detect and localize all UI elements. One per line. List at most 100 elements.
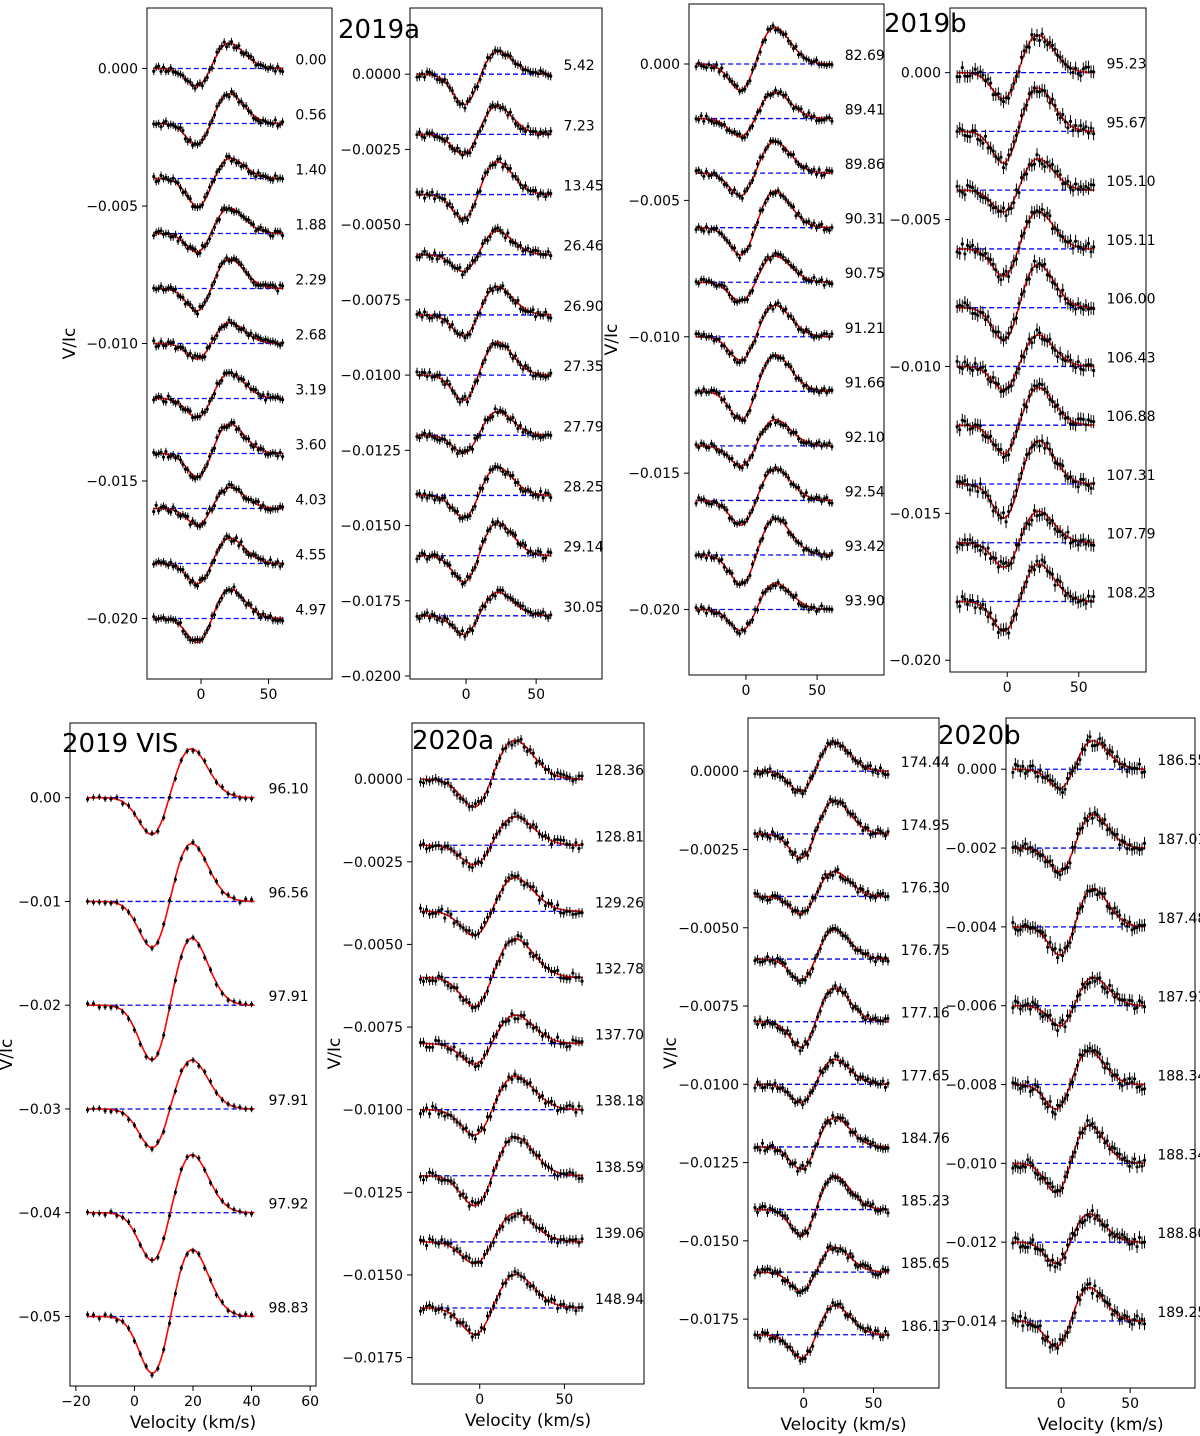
data-point <box>971 186 975 190</box>
data-point <box>976 489 980 494</box>
data-point <box>463 634 467 639</box>
data-point <box>1001 99 1006 104</box>
data-point <box>976 599 980 604</box>
data-point <box>208 870 213 875</box>
data-point <box>215 496 219 500</box>
data-point <box>983 251 988 256</box>
data-point <box>185 1062 189 1066</box>
data-point <box>154 618 158 622</box>
data-point <box>544 310 548 314</box>
data-point <box>166 232 170 236</box>
data-point <box>225 256 229 260</box>
data-point <box>533 188 538 193</box>
data-point <box>420 433 424 437</box>
data-point <box>480 604 485 608</box>
data-point <box>753 339 757 343</box>
data-point <box>486 238 490 243</box>
data-point <box>256 171 260 175</box>
data-point <box>750 397 755 402</box>
data-point <box>273 284 277 289</box>
data-point <box>709 119 714 123</box>
data-point <box>825 63 829 68</box>
data-point <box>246 169 251 174</box>
data-point <box>712 227 716 231</box>
data-point <box>178 125 183 130</box>
data-point <box>799 164 803 169</box>
data-point <box>227 259 231 263</box>
data-point <box>278 450 282 455</box>
data-point <box>735 582 739 586</box>
data-point <box>251 280 256 285</box>
data-point <box>273 229 277 233</box>
data-point <box>508 474 512 478</box>
data-point <box>996 92 1000 96</box>
phase-label: 27.35 <box>564 359 604 375</box>
data-point <box>463 394 467 399</box>
data-point <box>246 218 251 222</box>
data-point <box>539 191 543 195</box>
data-point <box>523 129 528 133</box>
data-point <box>181 568 185 572</box>
y-tick-label: −0.0200 <box>340 669 401 685</box>
data-point <box>796 602 801 606</box>
data-point <box>763 95 767 99</box>
data-point <box>786 39 790 43</box>
data-point <box>217 491 221 496</box>
data-point <box>1055 529 1060 534</box>
data-point <box>725 73 729 77</box>
data-point <box>709 334 714 338</box>
data-point <box>266 562 270 566</box>
data-point <box>518 243 523 248</box>
data-point <box>983 490 988 494</box>
data-point <box>1058 462 1062 466</box>
data-point <box>438 373 442 377</box>
data-point <box>256 335 260 339</box>
data-point <box>473 319 477 323</box>
data-point <box>470 508 475 512</box>
data-point <box>220 596 224 600</box>
data-point <box>965 183 970 188</box>
data-point <box>164 69 168 74</box>
data-point <box>704 225 708 229</box>
data-point <box>958 365 962 370</box>
data-point <box>740 580 744 584</box>
data-point <box>817 551 821 555</box>
data-point <box>1050 162 1055 167</box>
data-point <box>150 1147 154 1151</box>
data-point <box>208 122 212 127</box>
data-point <box>763 311 767 315</box>
data-point <box>802 277 806 281</box>
data-point <box>1048 214 1052 218</box>
data-point <box>501 470 505 474</box>
data-point <box>699 64 703 68</box>
data-point <box>91 795 96 799</box>
data-point <box>825 443 829 447</box>
data-point <box>1040 263 1044 268</box>
data-point <box>1009 561 1013 565</box>
data-point <box>743 358 747 362</box>
data-point <box>234 487 238 492</box>
data-point <box>748 346 752 351</box>
data-point <box>463 514 467 519</box>
data-point <box>1040 558 1044 562</box>
data-point <box>983 608 988 612</box>
data-point <box>709 227 714 231</box>
data-point <box>261 393 265 397</box>
data-point <box>430 375 434 379</box>
data-point <box>249 553 253 558</box>
data-point <box>271 66 275 70</box>
data-point <box>717 337 721 341</box>
data-point <box>745 132 749 136</box>
data-point <box>229 40 234 44</box>
data-point <box>794 322 798 326</box>
data-point <box>707 279 711 283</box>
data-point <box>743 87 747 91</box>
data-point <box>244 796 248 801</box>
data-point <box>1027 92 1031 96</box>
data-point <box>280 120 285 124</box>
data-point <box>440 196 444 200</box>
data-point <box>697 496 701 500</box>
data-point <box>193 353 197 358</box>
data-point <box>493 522 497 526</box>
data-point <box>786 152 790 157</box>
